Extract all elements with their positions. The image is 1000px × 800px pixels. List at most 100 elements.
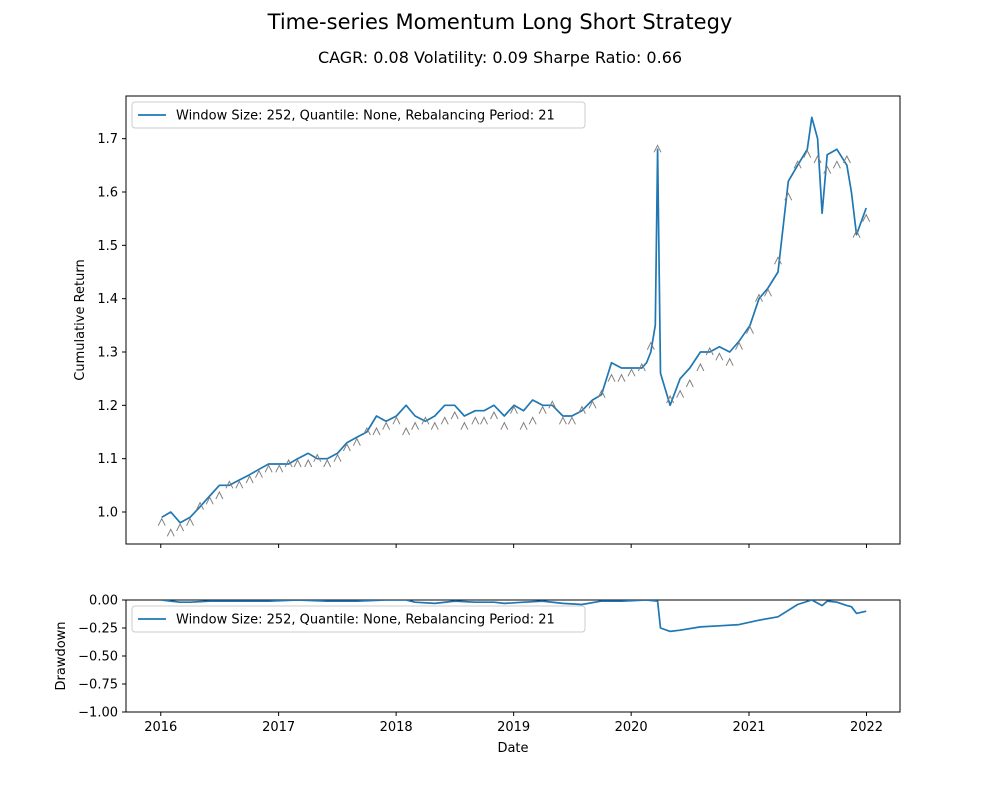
rebalance-marker [205,496,214,505]
rebalance-marker [528,416,537,425]
rebalance-marker [215,490,224,500]
rebalance-marker [725,357,734,366]
y-tick-label: 0.00 [89,594,118,609]
rebalance-marker [402,426,411,436]
legend-label: Window Size: 252, Quantile: None, Rebala… [176,613,555,628]
legend-label: Window Size: 252, Quantile: None, Rebala… [176,109,555,124]
rebalance-marker [500,421,509,430]
y-tick-label: 1.7 [97,132,118,147]
rebalance-marker [793,160,802,169]
legend: Window Size: 252, Quantile: None, Rebala… [131,101,586,129]
y-axis-label: Drawdown [54,621,69,690]
rebalance-marker [284,458,293,468]
rebalance-marker [411,421,420,430]
rebalance-marker [490,410,498,420]
rebalance-marker [440,416,449,425]
y-tick-label: −0.25 [78,622,118,637]
rebalance-marker [617,373,626,382]
rebalance-marker [313,453,322,462]
y-axis-label: Cumulative Return [73,259,88,380]
rebalance-marker [275,464,284,473]
y-tick-label: 1.5 [97,239,118,254]
rebalance-marker [627,368,636,377]
rebalance-marker [715,352,724,361]
rebalance-marker [333,453,342,462]
rebalance-marker [166,528,175,537]
rebalance-marker [597,389,606,398]
rebalance-marker [803,149,812,158]
rebalance-marker [813,154,822,164]
x-tick-label: 2021 [732,720,765,735]
rebalance-marker [293,458,302,468]
chart-title: Time-series Momentum Long Short Strategy [267,10,733,34]
rebalance-marker [676,389,685,398]
rebalance-marker [264,464,273,473]
axes-panel-1: 1.0 1.1 1.2 1.3 1.4 1.5 1.6 1.7 Cumulative Retur… [73,95,901,548]
rebalance-marker [510,405,518,414]
legend: Window Size: 252, Quantile: None, Rebala… [131,605,586,633]
x-tick-label: 2022 [850,720,883,735]
rebalance-marker [382,421,391,430]
rebalance-marker [653,144,662,153]
y-tick-label: −0.50 [78,650,118,665]
rebalance-marker [450,410,459,420]
series-line [161,116,867,524]
rebalance-marker [245,474,254,484]
rebalance-marker [735,341,743,350]
y-tick-label: −0.75 [78,678,118,693]
x-tick-label: 2017 [262,720,295,735]
rebalance-marker [392,416,401,425]
y-tick-label: 1.4 [97,292,118,307]
rebalance-marker [255,469,263,478]
plot-area [157,116,871,537]
rebalance-marker [558,416,567,425]
rebalance-marker [186,517,195,526]
rebalance-marker [548,400,557,409]
rebalance-marker [421,416,430,425]
x-tick-label: 2018 [380,720,413,735]
rebalance-marker [538,405,547,414]
x-tick-label: 2016 [144,720,177,735]
rebalance-marker [577,405,586,414]
rebalance-marker [588,400,597,409]
rebalance-marker [372,426,381,436]
rebalance-marker [480,416,488,425]
rebalance-marker [519,421,528,430]
rebalance-marker [342,442,351,452]
rebalance-marker [842,154,851,164]
rebalance-marker [176,522,185,532]
rebalance-marker [696,362,705,372]
rebalance-marker [746,325,754,334]
rebalance-marker [304,458,313,468]
rebalance-marker [646,341,655,350]
rebalance-marker [471,416,480,425]
axes-panel-2: 2016 2017 2018 2019 2020 2021 2022 0.00 −0.25 −0.… [54,594,901,756]
rebalance-marker [755,293,763,302]
legend-box [131,101,586,129]
x-tick-label: 2020 [615,720,648,735]
rebalance-marker [352,437,361,446]
y-tick-label: 1.0 [97,506,118,521]
rebalance-marker [225,480,234,489]
rebalance-marker [235,480,244,489]
rebalance-marker [196,501,204,510]
legend-box [131,605,586,633]
x-tick-label: 2019 [497,720,530,735]
rebalance-marker [157,517,166,526]
rebalance-marker [607,373,616,382]
axes-frame [125,95,901,545]
x-axis-label: Date [497,741,528,756]
rebalance-marker [362,426,371,436]
y-tick-label: 1.6 [97,186,118,201]
rebalance-marker [774,256,782,265]
rebalance-marker [460,421,469,430]
y-tick-label: −1.00 [78,706,118,721]
rebalance-marker [323,458,332,468]
rebalance-marker [784,192,793,201]
rebalance-marker [823,165,832,174]
rebalance-marker [666,394,675,404]
rebalance-marker [764,288,772,297]
rebalance-marker [705,346,714,356]
rebalance-marker [862,213,871,222]
